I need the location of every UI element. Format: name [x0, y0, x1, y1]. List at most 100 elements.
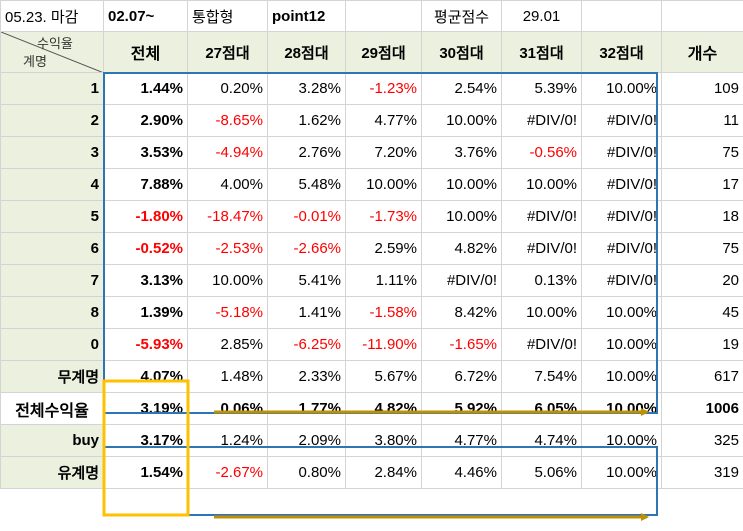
col-header-32[interactable]: 32점대: [581, 31, 662, 73]
return-cell[interactable]: -2.66%: [267, 232, 346, 265]
row-label-cell[interactable]: buy: [0, 424, 104, 457]
row-label-cell[interactable]: 전체수익율: [0, 392, 104, 425]
return-cell[interactable]: 10.00%: [501, 296, 582, 329]
count-cell[interactable]: 617: [661, 360, 743, 393]
total-return-cell[interactable]: 2.90%: [103, 104, 188, 137]
return-cell[interactable]: 2.85%: [187, 328, 268, 361]
count-cell[interactable]: 75: [661, 136, 743, 169]
total-return-cell[interactable]: -1.80%: [103, 200, 188, 233]
return-cell[interactable]: -5.18%: [187, 296, 268, 329]
count-cell[interactable]: 19: [661, 328, 743, 361]
return-cell[interactable]: 10.00%: [421, 104, 502, 137]
return-cell[interactable]: -18.47%: [187, 200, 268, 233]
return-cell[interactable]: #DIV/0!: [501, 200, 582, 233]
return-cell[interactable]: 10.00%: [581, 424, 662, 457]
return-cell[interactable]: 2.09%: [267, 424, 346, 457]
return-cell[interactable]: 5.67%: [345, 360, 422, 393]
return-cell[interactable]: #DIV/0!: [421, 264, 502, 297]
return-cell[interactable]: 10.00%: [345, 168, 422, 201]
return-cell[interactable]: 10.00%: [187, 264, 268, 297]
count-cell[interactable]: 319: [661, 456, 743, 489]
return-cell[interactable]: #DIV/0!: [581, 168, 662, 201]
total-return-cell[interactable]: 3.17%: [103, 424, 188, 457]
return-cell[interactable]: 4.82%: [421, 232, 502, 265]
return-cell[interactable]: 2.33%: [267, 360, 346, 393]
return-cell[interactable]: 5.06%: [501, 456, 582, 489]
return-cell[interactable]: #DIV/0!: [581, 104, 662, 137]
row-label-cell[interactable]: 1: [0, 72, 104, 105]
row-label-cell[interactable]: 2: [0, 104, 104, 137]
return-cell[interactable]: 1.24%: [187, 424, 268, 457]
row-label-cell[interactable]: 7: [0, 264, 104, 297]
total-return-cell[interactable]: 7.88%: [103, 168, 188, 201]
return-cell[interactable]: 2.84%: [345, 456, 422, 489]
return-cell[interactable]: -1.73%: [345, 200, 422, 233]
return-cell[interactable]: #DIV/0!: [501, 328, 582, 361]
return-cell[interactable]: 3.80%: [345, 424, 422, 457]
return-cell[interactable]: 10.00%: [581, 392, 662, 425]
total-return-cell[interactable]: 3.13%: [103, 264, 188, 297]
return-cell[interactable]: 10.00%: [581, 328, 662, 361]
return-cell[interactable]: 4.77%: [421, 424, 502, 457]
return-cell[interactable]: #DIV/0!: [501, 232, 582, 265]
count-cell[interactable]: 18: [661, 200, 743, 233]
col-header-27[interactable]: 27점대: [187, 31, 268, 73]
point-cell[interactable]: point12: [267, 0, 346, 32]
return-cell[interactable]: 3.28%: [267, 72, 346, 105]
count-cell[interactable]: 1006: [661, 392, 743, 425]
col-header-count[interactable]: 개수: [661, 31, 743, 73]
return-cell[interactable]: -8.65%: [187, 104, 268, 137]
count-cell[interactable]: 45: [661, 296, 743, 329]
return-cell[interactable]: -0.56%: [501, 136, 582, 169]
return-cell[interactable]: 1.77%: [267, 392, 346, 425]
return-cell[interactable]: -2.53%: [187, 232, 268, 265]
return-cell[interactable]: 4.74%: [501, 424, 582, 457]
return-cell[interactable]: 10.00%: [581, 296, 662, 329]
col-header-total[interactable]: 전체: [103, 31, 188, 73]
count-cell[interactable]: 109: [661, 72, 743, 105]
return-cell[interactable]: 1.48%: [187, 360, 268, 393]
return-cell[interactable]: -1.23%: [345, 72, 422, 105]
count-cell[interactable]: 11: [661, 104, 743, 137]
deadline-cell[interactable]: 05.23. 마감: [0, 0, 104, 32]
return-cell[interactable]: #DIV/0!: [581, 264, 662, 297]
return-cell[interactable]: -1.65%: [421, 328, 502, 361]
return-cell[interactable]: 6.72%: [421, 360, 502, 393]
avg-score-label-cell[interactable]: 평균점수: [421, 0, 502, 32]
return-cell[interactable]: 5.39%: [501, 72, 582, 105]
col-header-30[interactable]: 30점대: [421, 31, 502, 73]
row-label-cell[interactable]: 3: [0, 136, 104, 169]
return-cell[interactable]: 10.00%: [581, 456, 662, 489]
total-return-cell[interactable]: -5.93%: [103, 328, 188, 361]
return-cell[interactable]: 8.42%: [421, 296, 502, 329]
count-cell[interactable]: 325: [661, 424, 743, 457]
total-return-cell[interactable]: 3.19%: [103, 392, 188, 425]
return-cell[interactable]: 2.59%: [345, 232, 422, 265]
return-cell[interactable]: 4.77%: [345, 104, 422, 137]
return-cell[interactable]: 10.00%: [501, 168, 582, 201]
return-cell[interactable]: 0.20%: [187, 72, 268, 105]
return-cell[interactable]: 5.48%: [267, 168, 346, 201]
count-cell[interactable]: 17: [661, 168, 743, 201]
total-return-cell[interactable]: 1.39%: [103, 296, 188, 329]
total-return-cell[interactable]: 1.44%: [103, 72, 188, 105]
row-label-cell[interactable]: 5: [0, 200, 104, 233]
return-cell[interactable]: 10.00%: [421, 168, 502, 201]
return-cell[interactable]: 10.00%: [421, 200, 502, 233]
return-cell[interactable]: #DIV/0!: [501, 104, 582, 137]
return-cell[interactable]: 4.00%: [187, 168, 268, 201]
row-label-cell[interactable]: 무계명: [0, 360, 104, 393]
count-cell[interactable]: 75: [661, 232, 743, 265]
return-cell[interactable]: -11.90%: [345, 328, 422, 361]
col-header-28[interactable]: 28점대: [267, 31, 346, 73]
col-header-29[interactable]: 29점대: [345, 31, 422, 73]
empty-cell[interactable]: [661, 0, 743, 32]
row-label-cell[interactable]: 8: [0, 296, 104, 329]
return-cell[interactable]: -6.25%: [267, 328, 346, 361]
return-cell[interactable]: -4.94%: [187, 136, 268, 169]
row-label-cell[interactable]: 4: [0, 168, 104, 201]
return-cell[interactable]: 0.80%: [267, 456, 346, 489]
total-return-cell[interactable]: 3.53%: [103, 136, 188, 169]
col-header-31[interactable]: 31점대: [501, 31, 582, 73]
return-cell[interactable]: 4.46%: [421, 456, 502, 489]
